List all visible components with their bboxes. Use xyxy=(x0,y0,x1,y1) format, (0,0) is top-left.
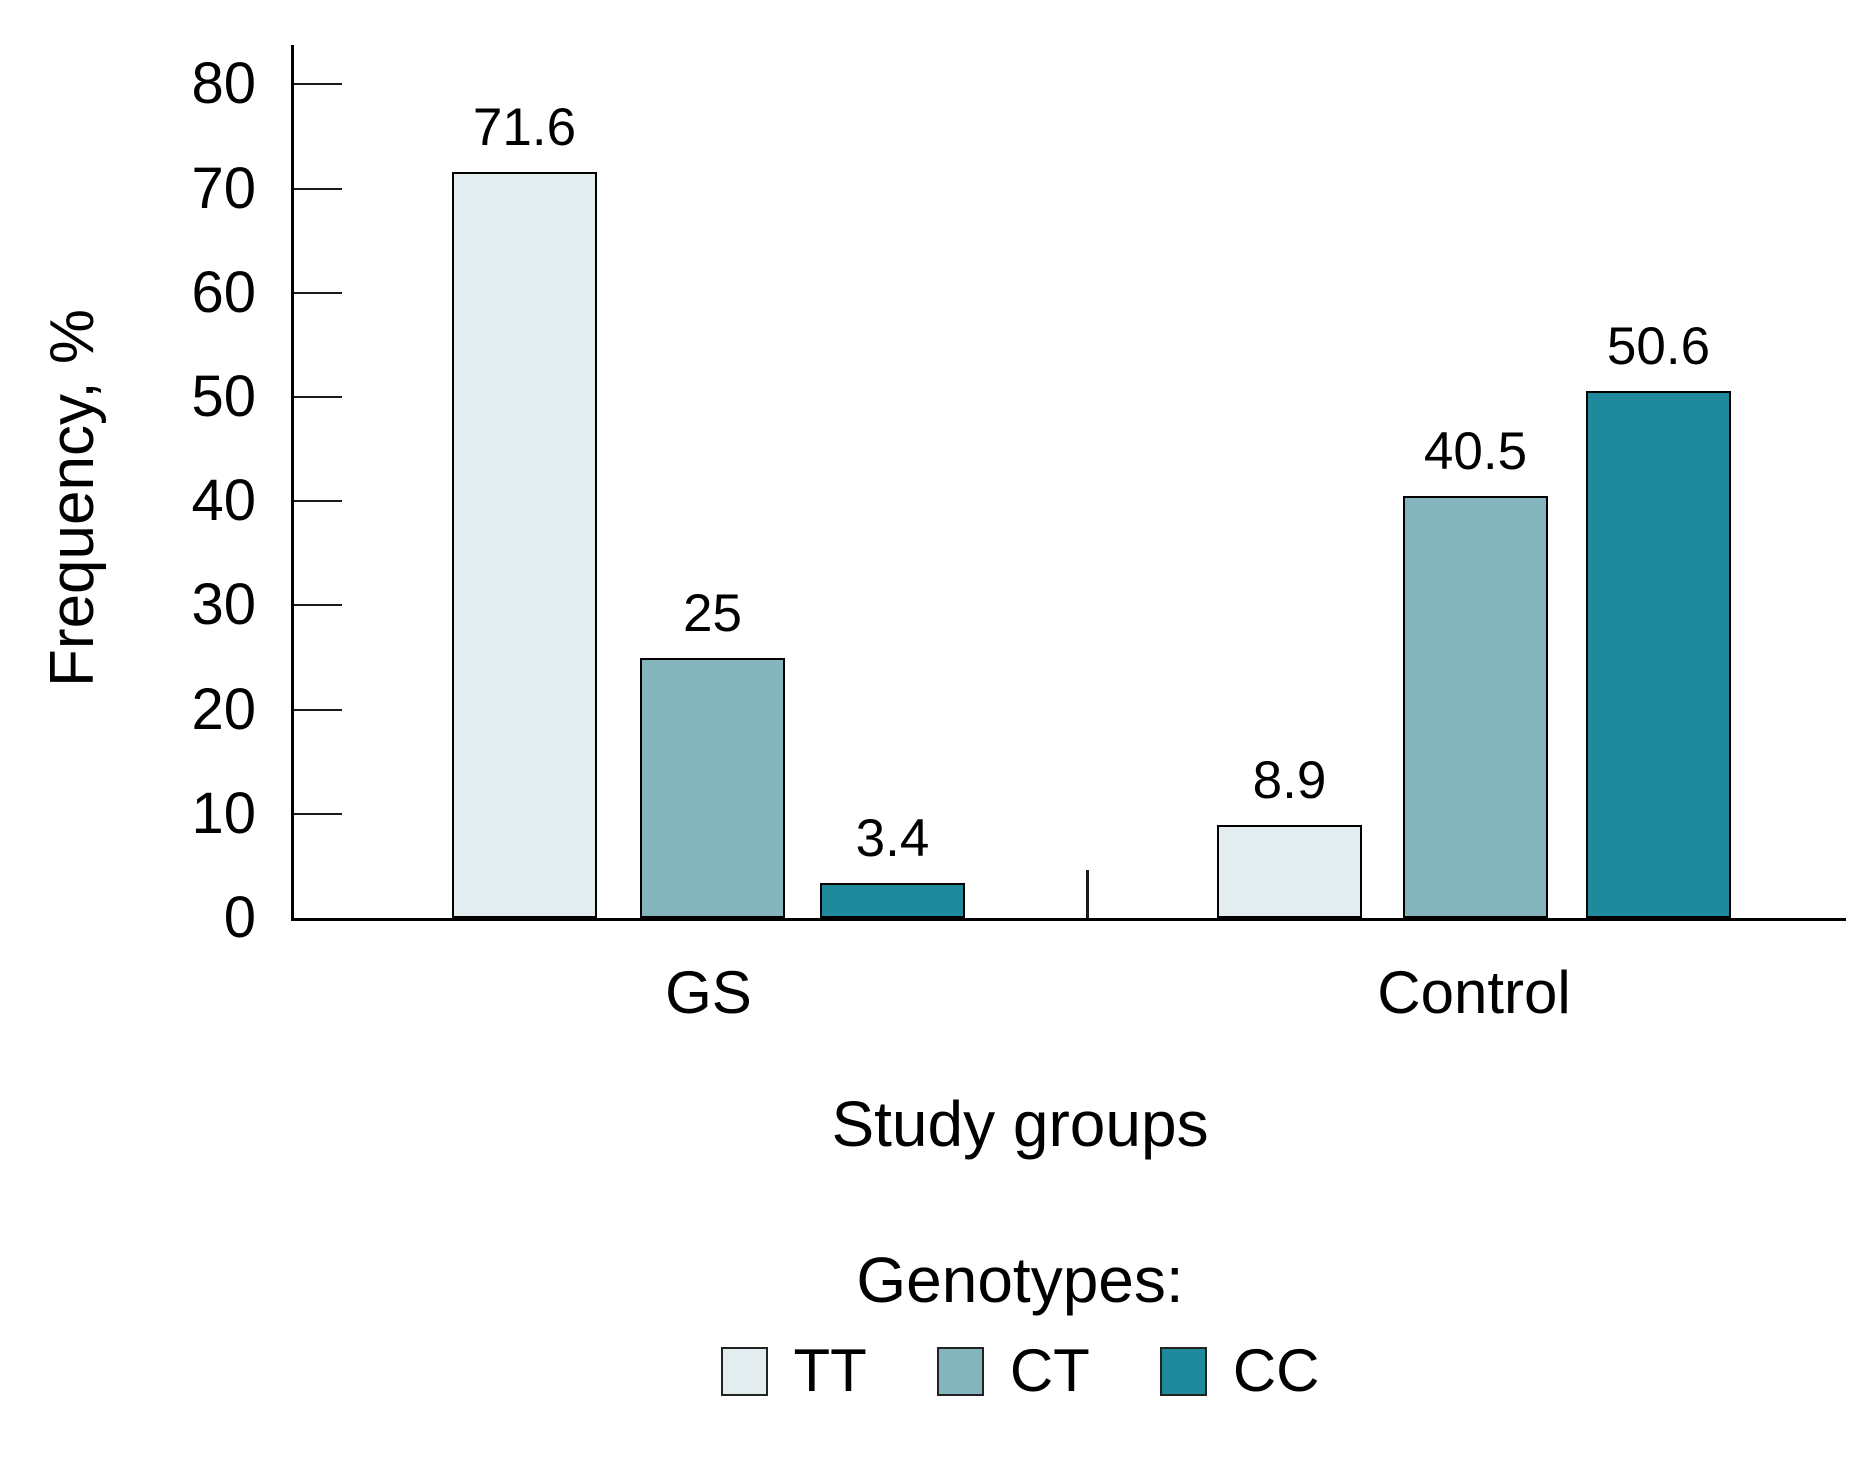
bar-gs-cc xyxy=(820,882,965,918)
y-axis-tick-label: 80 xyxy=(191,51,256,117)
y-axis-tick xyxy=(294,396,342,398)
bar-value-gs-tt: 71.6 xyxy=(472,97,577,157)
x-axis-group-separator-tick xyxy=(1086,870,1089,918)
legend-title: Genotypes: xyxy=(856,1244,1184,1316)
y-axis-tick xyxy=(294,812,342,815)
y-axis-tick xyxy=(294,187,342,190)
y-axis-line xyxy=(291,45,294,921)
bar-gs-ct xyxy=(640,657,785,918)
x-axis-title: Study groups xyxy=(831,1088,1209,1160)
x-axis-line xyxy=(291,918,1846,921)
y-axis-tick-label: 50 xyxy=(191,364,256,429)
legend-swatch-ct xyxy=(936,1346,984,1396)
legend-label-cc: CC xyxy=(1232,1337,1320,1404)
legend-swatch-cc xyxy=(1159,1346,1207,1396)
y-axis-tick xyxy=(294,604,342,607)
legend: TT CT CC xyxy=(195,1338,1845,1404)
y-axis-tick-label: 60 xyxy=(191,259,256,325)
y-axis-tick-label: 10 xyxy=(191,780,256,846)
bar-value-control-cc: 50.6 xyxy=(1606,316,1711,376)
y-axis-tick xyxy=(294,500,342,503)
y-axis-tick-label: 30 xyxy=(191,572,256,638)
bar-value-control-ct: 40.5 xyxy=(1423,421,1528,481)
bar-value-control-tt: 8.9 xyxy=(1252,751,1327,811)
y-axis-tick xyxy=(294,83,342,86)
legend-label-tt: TT xyxy=(793,1337,867,1404)
bar-value-gs-cc: 3.4 xyxy=(855,808,930,868)
legend-swatch-tt xyxy=(720,1346,768,1396)
y-axis-tick xyxy=(294,708,342,711)
legend-item-tt: TT xyxy=(720,1337,867,1404)
legend-item-ct: CT xyxy=(936,1337,1090,1404)
x-axis-category-label-control: Control xyxy=(1377,959,1571,1026)
bar-value-gs-ct: 25 xyxy=(683,583,742,643)
bar-control-ct xyxy=(1403,495,1548,918)
legend-item-cc: CC xyxy=(1159,1337,1320,1404)
x-axis-category-label-gs: GS xyxy=(665,959,752,1026)
bar-gs-tt xyxy=(452,171,597,918)
y-axis-tick-label: 70 xyxy=(191,155,256,221)
legend-label-ct: CT xyxy=(1009,1337,1090,1404)
y-axis-tick-label: 20 xyxy=(191,676,256,742)
bar-control-tt xyxy=(1217,825,1362,918)
bar-control-cc xyxy=(1586,390,1731,918)
y-axis-tick-label: 40 xyxy=(191,468,256,534)
y-axis-tick-label: 0 xyxy=(223,885,256,950)
y-axis-tick xyxy=(294,291,342,294)
